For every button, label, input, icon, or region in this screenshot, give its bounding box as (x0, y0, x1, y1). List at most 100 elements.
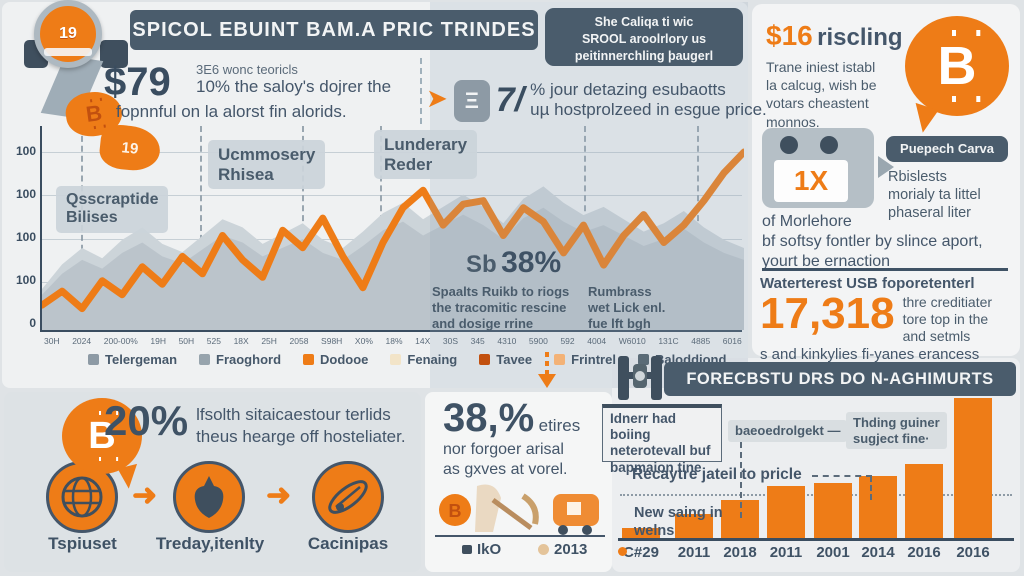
forecast-bar (814, 483, 852, 538)
y-tick: 100 (15, 187, 36, 201)
annotation-38pct: Sb 38% (466, 246, 562, 279)
price-line-chart (40, 126, 744, 332)
forecast-bar (859, 476, 897, 538)
award-seal-icon: 19 (34, 0, 102, 68)
globe-icon (61, 476, 103, 518)
legend-swatch-icon (637, 354, 649, 365)
x-tick: 30H (44, 336, 60, 346)
bar-baseline (618, 538, 1014, 541)
x-tick: 131C (658, 336, 679, 346)
stat-16-label: riscling (817, 24, 903, 51)
mining-illustration: B (435, 478, 605, 540)
forecast-bar (954, 398, 992, 538)
stat-38pct-value: 38,% (443, 396, 535, 440)
svg-text:B: B (449, 501, 462, 521)
legend-item: Dodooe (303, 352, 368, 367)
bar-x-label: 2011 (769, 544, 803, 561)
y-tick: 100 (15, 230, 36, 244)
step-label-1: Tspiuset (48, 534, 117, 553)
stat-20pct-value: 20% (104, 397, 189, 444)
forecast-dash-h (812, 475, 872, 477)
legend-swatch-icon (88, 354, 99, 365)
coin-icon (439, 494, 471, 526)
bar-x-label: 2018 (723, 544, 757, 561)
step-circle-creature (173, 461, 245, 533)
legend-swatch-icon (390, 354, 402, 365)
forecast-bar (905, 464, 943, 538)
top-callout: She Caliqa ti wic SROOL aroolrlory us pe… (545, 8, 743, 66)
step-label-3: Cacinipas (307, 534, 389, 553)
stat-17318-block: Waterterest USB foporetenterl 17,318 thr… (760, 275, 993, 364)
delta-stat-block: ➤ Ξ 7/ % jour detazing esubaotts uµ host… (426, 80, 767, 122)
x-tick: 525 (206, 336, 221, 346)
award-seal-banner (44, 48, 92, 56)
y-tick: 0 (29, 316, 36, 330)
calc-arrow-icon (878, 156, 894, 178)
stat-16-value: $16 (766, 20, 813, 51)
forecast-bar (767, 486, 805, 538)
forecast-callout-box: Idnerr had boiing neterotevall buf bapma… (602, 404, 722, 475)
delta-value: 7/ (495, 81, 525, 119)
price-line (42, 148, 744, 313)
down-arrow-icon (538, 352, 556, 388)
chart-tint-overlay (430, 2, 748, 388)
x-tick: S98H (321, 336, 343, 346)
legend-item: Tavee (479, 352, 532, 367)
legend-label: Telergeman (105, 352, 178, 367)
forecast-dash-v1 (870, 476, 872, 500)
award-seal-label: 19 (59, 25, 77, 42)
stat-79-line: 10% the saloy's dojrer the (196, 77, 392, 96)
stat-17318-heading: Waterterest USB foporetenterl (760, 275, 975, 292)
stat-16-block: $16 riscling Trane iniest istabl la calc… (766, 20, 903, 130)
annotation-note2: Rumbrass wet Lick enl. fue lft bgh (588, 284, 666, 331)
calc-right-text: Rbislests morialy ta littel phaseral lit… (888, 169, 981, 222)
caption-iko: IkO (462, 541, 501, 558)
bar-x-label: 2014 (861, 544, 895, 561)
orange-arrow-icon: ➤ (426, 83, 448, 113)
delta-line2: uµ hostprolzeed in esgue price. (530, 100, 767, 119)
x-tick: 18X (233, 336, 249, 346)
forecast-chip-1: baeoedrolgekt — (728, 420, 848, 442)
x-axis-ticks: 30H 2024 200-00% 19H 50H 525 18X 25H 2058 S98H X0%… (44, 336, 742, 346)
legend-swatch-icon (199, 354, 211, 365)
x-tick: 18% (385, 336, 403, 346)
ribbon-wing-right-icon (100, 40, 128, 68)
page-title: SPICOL EBUINT BAM.A PRIC TRINDES (130, 10, 538, 50)
pickaxe-handle-icon (491, 497, 533, 531)
y-axis-ticks: 100 100 100 100 0 (4, 144, 36, 330)
legend-label: Tavee (496, 352, 533, 367)
dot-mini-icon (538, 544, 549, 555)
bitcoin-bubble-2-icon: B (62, 398, 143, 491)
legend-label: Fraoghord (216, 352, 282, 367)
step-arrow-1-icon: ➜ (132, 479, 158, 512)
stat-17318-footer: s and kinkylies fi-yanes erancess (760, 346, 980, 364)
legend-item: Telergeman (88, 352, 177, 367)
bar-x-label: 2016 (907, 544, 941, 561)
x-tick: 2024 (72, 336, 92, 346)
header-divider-dashed (420, 58, 422, 124)
caption-2013: 2013 (538, 541, 587, 558)
x-tick: 19H (150, 336, 166, 346)
x-tick: 345 (470, 336, 485, 346)
step-circle-rocket (312, 461, 384, 533)
stat-79-block: $79 3E6 wonc teoricls 10% the saloy's do… (104, 60, 391, 121)
legend-swatch-icon (303, 354, 315, 365)
forecast-title: FORECBSTU DRS DO N-AGHIMURTS (664, 362, 1016, 396)
bar-x-label: 2011 (677, 544, 711, 561)
calc-value: 1X (793, 165, 829, 196)
forecast-note-1: Recaytre jateil to pricle (632, 466, 802, 483)
x-tick: 2058 (289, 336, 309, 346)
bottom-middle-panel (425, 392, 612, 572)
calc-left-text: of Morlehore bf softsy fontler by slince… (762, 213, 983, 270)
creature-icon (194, 476, 224, 518)
rocket-icon (328, 480, 368, 514)
x-tick: 50H (178, 336, 195, 346)
x-tick: W6010 (618, 336, 646, 346)
annotation-qsscraptide: Qsscraptide Bilises (56, 186, 169, 233)
y-tick: 100 (15, 144, 36, 158)
pickaxe-head-icon (521, 493, 539, 525)
y-tick: 100 (15, 273, 36, 287)
step-arrow-2-icon: ➜ (266, 479, 292, 512)
stat-79-value: $79 (104, 60, 171, 104)
